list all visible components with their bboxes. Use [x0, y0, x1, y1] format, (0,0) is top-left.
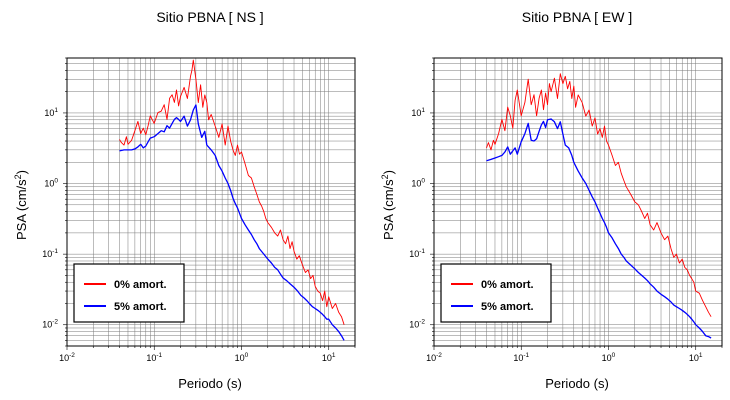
chart-ew: Sitio PBNA [ EW ] Periodo (s) PSA (cm/s2… [380, 9, 723, 391]
legend-label: 0% amort. [114, 279, 167, 291]
gridlines [433, 57, 723, 347]
legend-label: 5% amort. [481, 301, 534, 313]
y-tick-label: 101 [44, 107, 58, 118]
legend: 0% amort. 5% amort. [73, 263, 185, 323]
legend: 0% amort. 5% amort. [440, 263, 552, 323]
chart-title: Sitio PBNA [ EW ] [522, 9, 632, 25]
legend-label: 5% amort. [114, 301, 167, 313]
series-line-5pct [486, 118, 712, 339]
y-tick-label: 10-1 [409, 248, 425, 259]
y-tick-label: 10-1 [42, 248, 58, 259]
legend-box [73, 263, 185, 323]
y-tick-label: 10-2 [409, 319, 425, 330]
y-axis-label: PSA (cm/s2) [13, 170, 29, 240]
x-axis-label: Periodo (s) [545, 376, 609, 391]
x-tick-label: 10-2 [59, 352, 75, 363]
y-tick-label: 100 [44, 178, 58, 189]
legend-box [440, 263, 552, 323]
x-tick-label: 101 [689, 352, 703, 363]
x-tick-label: 101 [322, 352, 336, 363]
y-axis-label: PSA (cm/s2) [380, 170, 396, 240]
plot-frame [433, 57, 723, 347]
y-tick-label: 10-2 [42, 319, 58, 330]
plot-frame [66, 57, 356, 347]
x-tick-label: 100 [602, 352, 616, 363]
y-tick-label: 101 [411, 107, 425, 118]
x-tick-label: 10-1 [146, 352, 162, 363]
chart-title: Sitio PBNA [ NS ] [156, 9, 263, 25]
y-tick-label: 100 [411, 178, 425, 189]
legend-label: 0% amort. [481, 279, 534, 291]
series-line-0pct [486, 73, 712, 317]
x-tick-label: 100 [235, 352, 249, 363]
x-tick-label: 10-1 [513, 352, 529, 363]
series-line-0pct [119, 59, 345, 325]
x-axis-label: Periodo (s) [178, 376, 242, 391]
chart-ns: Sitio PBNA [ NS ] Periodo (s) PSA (cm/s2… [13, 9, 356, 391]
series-line-5pct [119, 104, 345, 341]
x-tick-label: 10-2 [426, 352, 442, 363]
